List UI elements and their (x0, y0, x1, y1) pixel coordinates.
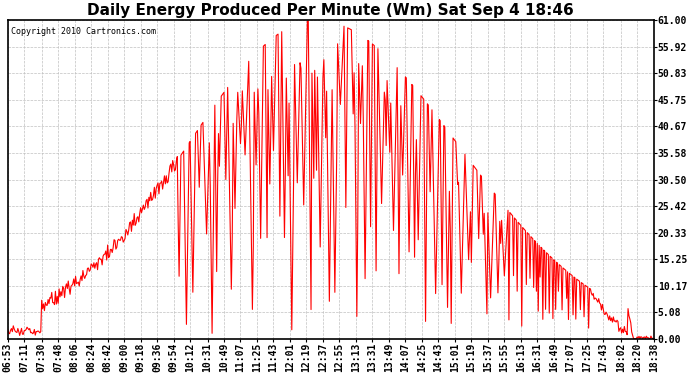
Title: Daily Energy Produced Per Minute (Wm) Sat Sep 4 18:46: Daily Energy Produced Per Minute (Wm) Sa… (88, 3, 574, 18)
Text: Copyright 2010 Cartronics.com: Copyright 2010 Cartronics.com (11, 27, 156, 36)
